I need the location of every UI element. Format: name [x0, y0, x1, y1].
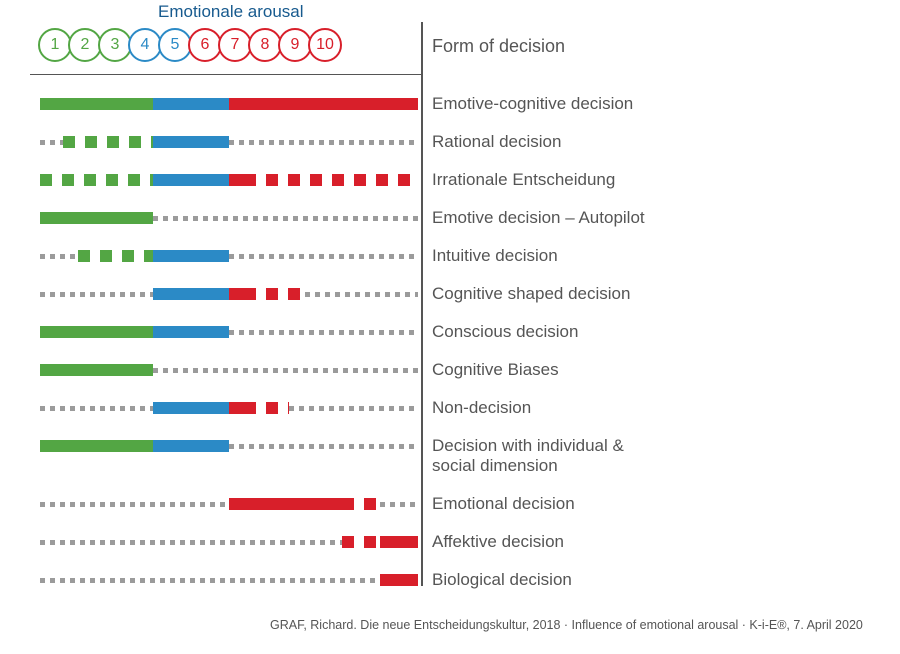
scale-circle-1: 1	[38, 28, 72, 62]
scale-circle-3: 3	[98, 28, 132, 62]
bar-segment	[40, 212, 153, 224]
bar-segment	[153, 368, 418, 373]
bar-segment	[244, 288, 304, 300]
bar-segment	[78, 250, 154, 262]
bar-segment	[153, 174, 229, 186]
bar-segment	[305, 292, 418, 297]
bar-segment	[153, 440, 229, 452]
bar-segment	[153, 216, 418, 221]
scale-circle-4: 4	[128, 28, 162, 62]
bar-segment	[229, 288, 244, 300]
header-separator	[30, 74, 422, 75]
decision-label: Biological decision	[432, 570, 572, 590]
scale-circle-7: 7	[218, 28, 252, 62]
bar-segment	[40, 174, 153, 186]
bar-segment	[342, 536, 380, 548]
bar-segment	[229, 140, 418, 145]
bar-segment	[229, 98, 418, 110]
scale-circle-5: 5	[158, 28, 192, 62]
bar-segment	[229, 444, 418, 449]
bar-segment	[40, 364, 153, 376]
citation: GRAF, Richard. Die neue Entscheidungskul…	[270, 618, 863, 632]
bar-segment	[153, 250, 229, 262]
decision-label: Cognitive Biases	[432, 360, 559, 380]
scale-circle-8: 8	[248, 28, 282, 62]
bar-segment	[229, 498, 342, 510]
bar-segment	[229, 330, 418, 335]
bar-segment	[229, 402, 244, 414]
decision-label: Affektive decision	[432, 532, 564, 552]
bar-segment	[153, 98, 229, 110]
bar-segment	[40, 254, 78, 259]
decision-label: Non-decision	[432, 398, 531, 418]
scale-circle-9: 9	[278, 28, 312, 62]
bar-segment	[380, 502, 418, 507]
bar-segment	[40, 292, 153, 297]
chart-container: { "layout": { "chart_left": 40, "chart_r…	[0, 0, 900, 654]
bar-segment	[380, 574, 418, 586]
decision-label: Intuitive decision	[432, 246, 558, 266]
decision-label: Rational decision	[432, 132, 561, 152]
bar-segment	[40, 578, 380, 583]
bar-segment	[229, 174, 244, 186]
decision-label: Emotive-cognitive decision	[432, 94, 633, 114]
decision-label: Irrationale Entscheidung	[432, 170, 615, 190]
bar-segment	[153, 326, 229, 338]
bar-segment	[40, 98, 153, 110]
bar-segment	[342, 498, 380, 510]
bar-segment	[40, 502, 229, 507]
scale-circle-2: 2	[68, 28, 102, 62]
bar-segment	[153, 288, 229, 300]
bar-segment	[40, 406, 153, 411]
scale-circle-6: 6	[188, 28, 222, 62]
decision-label: Emotional decision	[432, 494, 575, 514]
form-of-decision-label: Form of decision	[432, 36, 565, 57]
scale-circle-10: 10	[308, 28, 342, 62]
bar-segment	[244, 402, 289, 414]
bar-segment	[153, 402, 229, 414]
bar-segment	[40, 440, 153, 452]
bar-segment	[229, 254, 418, 259]
decision-label: Conscious decision	[432, 322, 578, 342]
bar-segment	[40, 326, 153, 338]
decision-label: Decision with individual & social dimens…	[432, 436, 624, 476]
arousal-title: Emotionale arousal	[158, 2, 304, 22]
decision-label: Emotive decision – Autopilot	[432, 208, 645, 228]
bar-segment	[40, 140, 63, 145]
bar-segment	[40, 540, 342, 545]
bar-segment	[63, 136, 154, 148]
bar-segment	[380, 536, 418, 548]
decision-label: Cognitive shaped decision	[432, 284, 630, 304]
bar-segment	[244, 174, 418, 186]
bar-segment	[289, 406, 418, 411]
bar-segment	[153, 136, 229, 148]
